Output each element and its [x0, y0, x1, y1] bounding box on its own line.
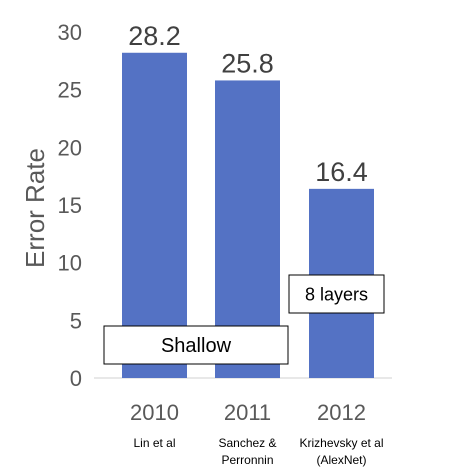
y-axis-ticks: 0 5 10 15 20 25 30 — [58, 20, 82, 391]
category-sublabel: Lin et al — [133, 436, 175, 450]
category-sublabel: Perronnin — [221, 453, 273, 467]
y-tick-label: 5 — [70, 308, 82, 333]
data-label: 28.2 — [128, 21, 181, 51]
y-tick-label: 15 — [58, 193, 82, 218]
category-label: 2011 — [224, 400, 271, 425]
data-label: 25.8 — [221, 48, 274, 78]
y-tick-label: 10 — [58, 251, 82, 276]
category-labels: 2010 Lin et al 2011 Sanchez & Perronnin 2012 K… — [130, 400, 383, 467]
data-labels: 28.2 25.8 16.4 — [128, 21, 368, 187]
y-tick-label: 30 — [58, 20, 82, 45]
y-axis-title: Error Rate — [20, 148, 50, 268]
bars — [122, 52, 374, 378]
y-tick-label: 0 — [70, 366, 82, 391]
bar-2010 — [122, 52, 187, 378]
category-sublabel: Sanchez & — [218, 436, 276, 450]
data-label: 16.4 — [315, 157, 368, 187]
annotations: Shallow 8 layers — [103, 274, 385, 365]
category-sublabel: Krizhevsky et al — [299, 436, 383, 450]
category-label: 2012 — [317, 400, 366, 425]
category-sublabel: (AlexNet) — [316, 453, 366, 467]
annotation-label: Shallow — [161, 335, 232, 357]
annotation-label: 8 layers — [305, 284, 368, 304]
y-tick-label: 25 — [58, 78, 82, 103]
category-label: 2010 — [130, 400, 179, 425]
y-tick-label: 20 — [58, 135, 82, 160]
annotation-box — [103, 325, 289, 365]
annotation-box — [288, 274, 385, 314]
